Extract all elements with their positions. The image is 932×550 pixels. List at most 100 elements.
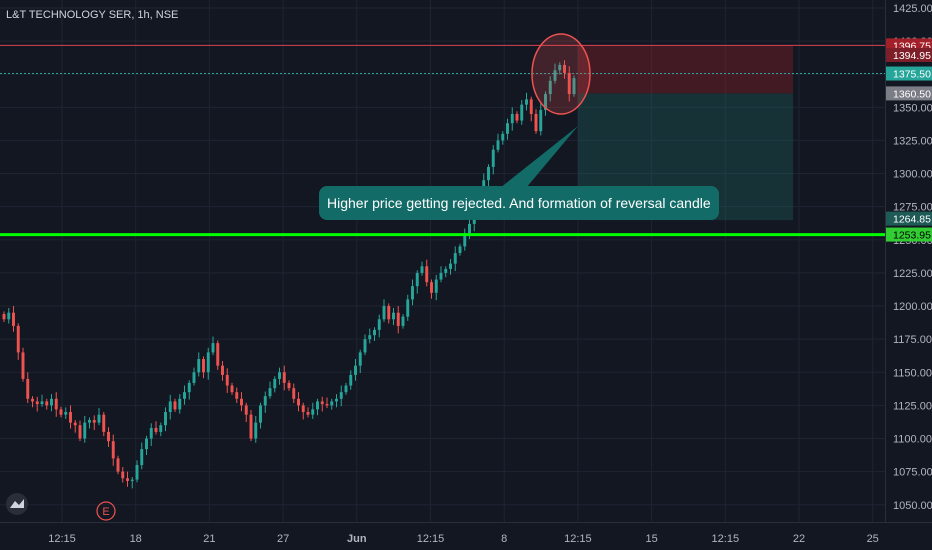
candle-body [26,378,30,399]
candle [515,111,519,124]
candle [164,407,167,432]
candle-body [35,401,39,405]
candle-body [316,401,319,410]
tradingview-logo-icon[interactable] [6,493,28,515]
candle-body [45,401,49,406]
candle-body [159,425,163,432]
candle-body [491,149,495,167]
candle [563,60,566,79]
candle-body [529,99,533,114]
candle [320,396,324,412]
candle-body [354,365,357,375]
candle [282,365,286,391]
price-badge: 1394.95 [886,47,932,62]
earnings-letter: E [102,506,109,518]
candle [230,382,234,395]
candle-body [178,398,182,410]
candle [539,103,543,136]
candle [149,423,153,446]
candle [548,76,552,102]
candle [206,347,210,380]
candle [140,442,144,470]
candle-body [92,419,96,423]
candle [534,109,538,134]
price-badge: 1360.50 [886,86,932,101]
time-tick-label: 22 [793,533,805,545]
price-badge: 1253.95 [886,227,932,242]
candle [463,228,467,251]
candle-body [54,398,58,410]
candle-body [259,405,262,423]
candle [192,367,196,386]
candle-body [306,412,310,415]
candle-body [444,268,448,273]
candle-body [458,246,462,254]
candle-body [311,409,315,415]
candle [354,359,357,381]
candle [216,340,220,370]
price-badge-label: 1253.95 [893,230,931,242]
candle-body [31,398,34,402]
candle-body [406,299,410,317]
candle-body [173,401,177,410]
candle-body [73,422,77,426]
candle-body [553,70,557,81]
candle-body [544,94,547,110]
candle [453,246,457,272]
rejection-highlight-ellipse[interactable] [531,33,591,115]
candle-body [187,382,191,393]
candle [297,392,300,412]
earnings-marker[interactable]: E [96,501,116,521]
candle-body [515,113,519,121]
price-badge-bg [886,66,932,81]
candle [439,266,443,283]
candle-body [225,374,229,386]
time-tick-label: Jun [347,533,367,545]
candle-body [339,392,343,399]
candle [510,107,514,131]
time-tick-label: 12:15 [712,533,740,545]
candle [45,398,49,410]
candle [434,274,438,301]
candle [520,100,524,125]
candle [444,266,448,278]
candle [102,412,106,437]
candle [88,417,91,429]
candle [506,118,509,140]
candle [69,405,72,429]
candle-body [449,263,452,269]
candle-body [520,104,524,121]
candle [111,434,115,466]
candle [349,370,353,390]
candle-body [301,405,305,413]
candle-body [183,392,186,399]
candle-body [382,306,386,320]
price-tick-label: 1100.00 [893,434,932,446]
candle-body [292,388,296,399]
candle-body [468,223,471,234]
time-tick-label: 25 [867,533,879,545]
candle [368,328,372,344]
stop-loss-zone[interactable] [578,45,793,94]
candle-body [539,109,543,132]
candle [173,398,177,413]
candle-body [411,286,414,300]
candle [73,419,77,433]
candle-body [330,401,334,406]
time-tick-label: 15 [645,533,657,545]
candle-body [487,166,490,181]
candle [311,402,315,419]
candle-body [40,401,44,405]
candle-body [249,414,253,439]
annotation-callout[interactable]: Higher price getting rejected. And forma… [319,126,719,220]
candle-body [453,253,457,264]
candle [430,279,433,299]
candle-body [387,306,391,320]
candle-body [349,374,353,386]
candle [392,308,395,326]
candle [16,323,20,360]
candle [335,394,338,408]
candle [7,308,11,324]
candle [501,131,505,145]
